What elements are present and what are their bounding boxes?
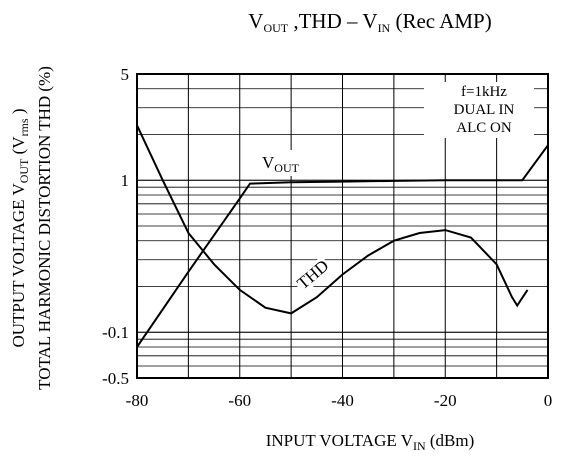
chart-title-part: ,THD – V: [288, 9, 377, 33]
y-tick-label: -0.5: [102, 369, 129, 388]
plot-frame: [136, 73, 549, 379]
annotation-bg: [424, 82, 534, 138]
y-axis-label-part: OUTPUT VOLTAGE V: [9, 183, 28, 348]
x-axis-label-part: IN: [413, 439, 426, 453]
chart-title-part: (Rec AMP): [390, 9, 492, 33]
y-axis-label: OUTPUT VOLTAGE VOUT (Vrms ): [9, 108, 31, 347]
y-axis-label-part: ): [9, 108, 28, 118]
annotation: ALC ON: [456, 120, 512, 136]
y-tick-label: 1: [121, 171, 130, 190]
y-axis-label-part: (V: [9, 136, 28, 159]
x-tick-label: 0: [544, 391, 553, 410]
y-axis-label-2: TOTAL HARMONIC DISTORTION THD (%): [35, 66, 54, 390]
series-label-part: V: [262, 153, 275, 172]
y-axis-label-part: rms: [17, 118, 31, 136]
series-label-part: OUT: [274, 161, 299, 175]
label-bg: [260, 150, 312, 176]
series-line: [136, 144, 549, 348]
x-axis-label-part: INPUT VOLTAGE V: [266, 431, 414, 450]
x-tick-label: -80: [126, 391, 149, 410]
x-tick-label: -40: [331, 391, 354, 410]
series-line: [136, 124, 529, 315]
chart-title-part: V: [248, 9, 263, 33]
chart-title: VOUT ,THD – VIN (Rec AMP): [248, 9, 491, 35]
chart-title-part: IN: [378, 21, 391, 35]
x-axis-label-part: (dBm): [426, 431, 475, 450]
x-tick-label: -20: [434, 391, 457, 410]
annotation: DUAL IN: [454, 102, 515, 118]
y-tick-label: 5: [121, 65, 130, 84]
label-bg: [292, 256, 334, 295]
series-label: VOUT: [262, 153, 300, 175]
chart-title-part: OUT: [263, 21, 288, 35]
y-tick-label: -0.1: [102, 323, 129, 342]
annotation: f=1kHz: [461, 84, 507, 100]
x-axis-label: INPUT VOLTAGE VIN (dBm): [266, 431, 475, 453]
x-tick-label: -60: [228, 391, 251, 410]
y-axis-label-part: OUT: [17, 158, 31, 183]
